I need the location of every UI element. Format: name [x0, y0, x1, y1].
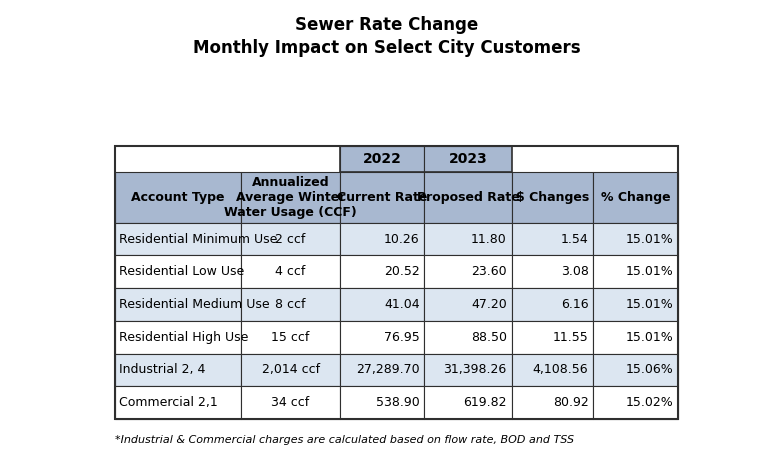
Text: 2022: 2022: [363, 152, 401, 166]
Bar: [241, 223, 340, 255]
Bar: [424, 288, 512, 321]
Bar: [512, 146, 593, 172]
Bar: [340, 146, 512, 172]
Text: 3.08: 3.08: [560, 265, 588, 278]
Text: 11.80: 11.80: [471, 233, 507, 245]
Text: Monthly Impact on Select City Customers: Monthly Impact on Select City Customers: [192, 39, 581, 57]
Text: 6.16: 6.16: [561, 298, 588, 311]
Bar: [241, 172, 340, 223]
Bar: [241, 354, 340, 386]
Bar: [114, 288, 241, 321]
Bar: [424, 255, 512, 288]
Bar: [512, 255, 593, 288]
Bar: [512, 288, 593, 321]
Bar: [340, 386, 424, 419]
Text: *Industrial & Commercial charges are calculated based on flow rate, BOD and TSS: *Industrial & Commercial charges are cal…: [114, 435, 574, 445]
Text: Annualized
Average Winter
Water Usage (CCF): Annualized Average Winter Water Usage (C…: [224, 175, 357, 219]
Bar: [241, 321, 340, 354]
Bar: [593, 288, 678, 321]
Bar: [340, 255, 424, 288]
Bar: [424, 172, 512, 223]
Bar: [593, 255, 678, 288]
Bar: [593, 321, 678, 354]
Bar: [512, 354, 593, 386]
Bar: [424, 321, 512, 354]
Text: 88.50: 88.50: [471, 331, 507, 344]
Text: Account Type: Account Type: [131, 191, 225, 204]
Text: 2023: 2023: [448, 152, 487, 166]
Bar: [593, 146, 678, 172]
Bar: [512, 172, 593, 223]
Text: 23.60: 23.60: [472, 265, 507, 278]
Text: 4 ccf: 4 ccf: [275, 265, 306, 278]
Text: 15.01%: 15.01%: [625, 331, 673, 344]
Bar: [593, 386, 678, 419]
Text: 41.04: 41.04: [384, 298, 420, 311]
Bar: [114, 386, 241, 419]
Bar: [424, 223, 512, 255]
Text: 15.01%: 15.01%: [625, 233, 673, 245]
Text: 1.54: 1.54: [560, 233, 588, 245]
Text: Sewer Rate Change: Sewer Rate Change: [295, 16, 478, 34]
Text: 8 ccf: 8 ccf: [275, 298, 306, 311]
Bar: [424, 146, 512, 172]
Text: 15.02%: 15.02%: [625, 396, 673, 409]
Text: 15.06%: 15.06%: [625, 363, 673, 377]
Bar: [114, 354, 241, 386]
Text: 10.26: 10.26: [384, 233, 420, 245]
Bar: [593, 172, 678, 223]
Bar: [340, 172, 424, 223]
Text: Residential High Use: Residential High Use: [119, 331, 249, 344]
Text: Commercial 2,1: Commercial 2,1: [119, 396, 218, 409]
Text: 15 ccf: 15 ccf: [271, 331, 310, 344]
Text: Residential Low Use: Residential Low Use: [119, 265, 244, 278]
Text: 2 ccf: 2 ccf: [275, 233, 306, 245]
Bar: [512, 386, 593, 419]
Bar: [114, 172, 241, 223]
Text: Proposed Rate: Proposed Rate: [417, 191, 519, 204]
Text: 15.01%: 15.01%: [625, 298, 673, 311]
Bar: [241, 146, 340, 172]
Bar: [114, 223, 241, 255]
Text: 11.55: 11.55: [553, 331, 588, 344]
Text: Current Rate: Current Rate: [337, 191, 427, 204]
Text: 80.92: 80.92: [553, 396, 588, 409]
Bar: [114, 321, 241, 354]
Bar: [340, 288, 424, 321]
Text: Residential Minimum Use: Residential Minimum Use: [119, 233, 278, 245]
Text: 27,289.70: 27,289.70: [356, 363, 420, 377]
Bar: [340, 223, 424, 255]
Bar: [114, 255, 241, 288]
Text: Industrial 2, 4: Industrial 2, 4: [119, 363, 206, 377]
Text: 2,014 ccf: 2,014 ccf: [261, 363, 320, 377]
Text: 47.20: 47.20: [471, 298, 507, 311]
Bar: [241, 288, 340, 321]
Text: 34 ccf: 34 ccf: [271, 396, 310, 409]
Bar: [340, 146, 424, 172]
Bar: [593, 354, 678, 386]
Bar: [424, 386, 512, 419]
Bar: [512, 223, 593, 255]
Text: 538.90: 538.90: [376, 396, 420, 409]
Bar: [340, 354, 424, 386]
Bar: [114, 146, 241, 172]
Bar: [424, 354, 512, 386]
Text: 4,108.56: 4,108.56: [533, 363, 588, 377]
Text: 31,398.26: 31,398.26: [444, 363, 507, 377]
Text: $ Changes: $ Changes: [516, 191, 589, 204]
Bar: [593, 223, 678, 255]
Bar: [114, 146, 678, 419]
Text: 15.01%: 15.01%: [625, 265, 673, 278]
Text: % Change: % Change: [601, 191, 670, 204]
Text: 76.95: 76.95: [383, 331, 420, 344]
Bar: [241, 255, 340, 288]
Text: 619.82: 619.82: [463, 396, 507, 409]
Text: 20.52: 20.52: [383, 265, 420, 278]
Bar: [241, 386, 340, 419]
Bar: [340, 321, 424, 354]
Bar: [512, 321, 593, 354]
Text: Residential Medium Use: Residential Medium Use: [119, 298, 270, 311]
